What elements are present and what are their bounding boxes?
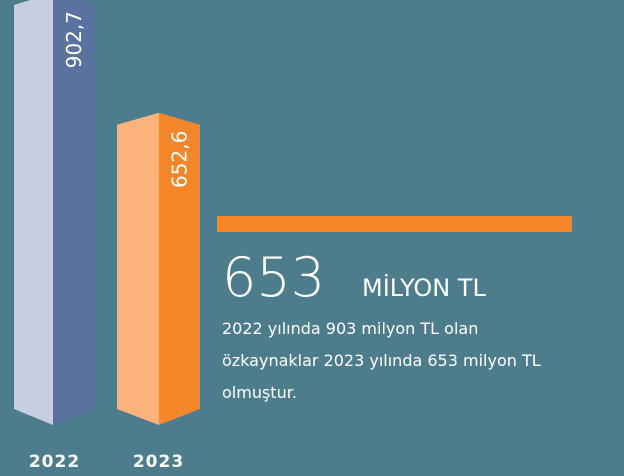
category-label: 2022 [29, 452, 80, 472]
category-label: 2023 [133, 452, 184, 472]
bar-face-right [159, 112, 200, 425]
bar-face-right [53, 0, 95, 425]
accent-bar [217, 216, 572, 232]
description-line: özkaynaklar 2023 yılında 653 milyon TL [222, 351, 541, 370]
description-line: olmuştur. [222, 383, 297, 402]
value-label: 902,7 [62, 11, 86, 68]
value-label: 652,6 [168, 131, 192, 188]
description-line: 2022 yılında 903 milyon TL olan [222, 319, 478, 338]
highlight-unit: MİLYON TL [362, 273, 486, 302]
bar-face-left [14, 0, 53, 425]
bar-face-left [117, 112, 159, 425]
highlight-number: 653 [222, 246, 325, 309]
